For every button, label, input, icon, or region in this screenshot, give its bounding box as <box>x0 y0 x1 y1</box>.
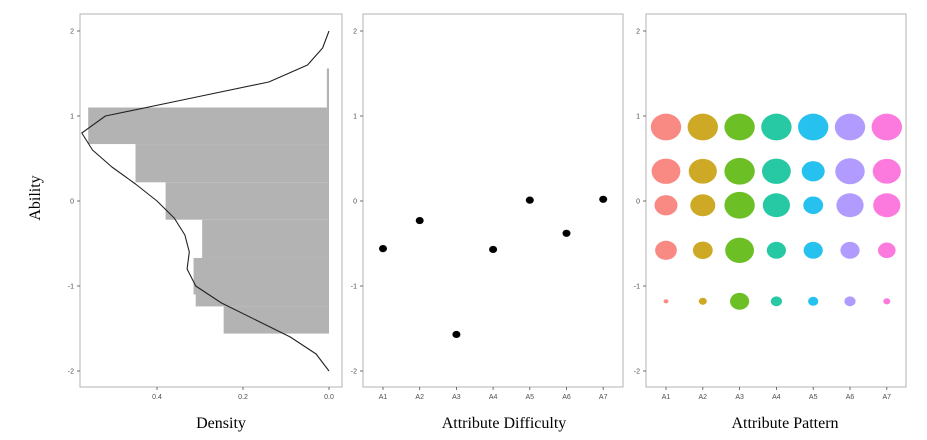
pattern-bubble <box>650 113 682 141</box>
pattern-bubble <box>724 157 755 185</box>
histogram-bar <box>193 257 329 295</box>
pattern-bubble <box>883 298 891 305</box>
y-axis-label: Ability <box>27 175 44 220</box>
x-tick-label: 0.4 <box>152 394 162 401</box>
x-tick-label: A6 <box>846 394 855 401</box>
y-tick-label: -1 <box>351 284 357 291</box>
x-tick-label: A7 <box>883 394 892 401</box>
pattern-bubble <box>770 296 783 307</box>
x-tick-label: A2 <box>699 394 708 401</box>
x-tick-label: A7 <box>599 394 608 401</box>
density-panel: -2 -1 0 1 2 0.4 0.2 0.0 <box>68 13 343 401</box>
density-x-label: Density <box>196 415 246 432</box>
x-tick-label: A3 <box>452 394 461 401</box>
difficulty-x-label: Attribute Difficulty <box>442 415 567 432</box>
y-tick-label: 0 <box>636 199 640 206</box>
pattern-bubble <box>688 158 717 184</box>
difficulty-point <box>452 330 461 339</box>
y-tick-label: 2 <box>353 29 357 36</box>
x-tick-label: A6 <box>562 394 571 401</box>
pattern-bubble <box>871 113 902 141</box>
histogram-bar <box>195 294 329 307</box>
pattern-panel: -2 -1 0 1 2 A1 A2 A3 A4 A5 A6 A7 <box>634 13 907 401</box>
histogram-bar <box>223 306 329 334</box>
x-tick-label: 0.2 <box>238 394 248 401</box>
difficulty-point <box>599 195 608 203</box>
y-tick-label: -2 <box>351 369 357 376</box>
y-tick-label: 1 <box>70 114 74 121</box>
pattern-bubble <box>698 297 707 305</box>
pattern-x-label: Attribute Pattern <box>731 415 838 432</box>
histogram-bar <box>326 68 329 108</box>
pattern-bubble <box>872 158 901 184</box>
x-tick-label: A4 <box>772 394 781 401</box>
x-tick-label: A5 <box>809 394 818 401</box>
difficulty-point <box>379 245 387 253</box>
y-tick-label: 2 <box>70 29 74 36</box>
pattern-bubble <box>808 296 819 306</box>
difficulty-point <box>489 245 498 254</box>
pattern-bubble <box>725 237 754 263</box>
pattern-bubble <box>690 194 716 217</box>
pattern-bubble <box>692 241 713 260</box>
pattern-bubble <box>836 193 864 218</box>
pattern-bubble <box>724 191 755 219</box>
x-tick-label: A1 <box>379 394 388 401</box>
pattern-bubble <box>655 240 677 260</box>
pattern-bubble <box>801 161 825 182</box>
pattern-bubble <box>766 241 787 259</box>
pattern-bubble <box>761 113 792 141</box>
pattern-bubble <box>762 158 791 184</box>
pattern-bubble <box>654 195 678 216</box>
y-tick-label: 1 <box>353 114 357 121</box>
histogram-bar <box>202 219 329 258</box>
pattern-bubble <box>730 292 750 310</box>
pattern-bubble <box>873 193 901 218</box>
pattern-bubble <box>798 113 829 141</box>
pattern-bubble <box>762 193 791 218</box>
y-tick-label: -2 <box>68 369 74 376</box>
pattern-bubble <box>651 158 681 184</box>
pattern-bubble <box>878 242 896 259</box>
pattern-bubble <box>834 113 866 141</box>
y-tick-label: 0 <box>70 199 74 206</box>
pattern-bubble <box>724 113 755 141</box>
panel-border <box>362 13 624 388</box>
y-tick-label: -1 <box>634 284 640 291</box>
histogram-bar <box>135 144 329 183</box>
difficulty-point <box>562 229 571 237</box>
x-tick-label: A4 <box>489 394 498 401</box>
difficulty-point <box>415 216 424 225</box>
panel-border <box>79 13 343 388</box>
pattern-bubble <box>835 158 865 185</box>
x-tick-label: A5 <box>526 394 535 401</box>
pattern-bubble <box>840 241 860 259</box>
pattern-bubble <box>803 196 824 214</box>
x-tick-label: A3 <box>735 394 744 401</box>
y-tick-label: -2 <box>634 369 640 376</box>
histogram-bar <box>88 107 329 145</box>
y-tick-label: 2 <box>636 29 640 36</box>
pattern-bubble <box>844 296 856 307</box>
histogram-bar <box>165 182 329 220</box>
y-tick-label: 1 <box>636 114 640 121</box>
y-tick-label: -1 <box>68 284 74 291</box>
x-tick-label: A1 <box>662 394 671 401</box>
x-tick-label: A2 <box>415 394 424 401</box>
difficulty-point <box>525 196 534 204</box>
pattern-bubble <box>663 299 669 304</box>
y-tick-label: 0 <box>353 199 357 206</box>
difficulty-panel: -2 -1 0 1 2 A1 A2 A3 A4 A5 A6 A7 <box>351 13 624 401</box>
pattern-bubble <box>803 241 823 259</box>
x-tick-label: 0.0 <box>324 394 334 401</box>
pattern-bubble <box>687 113 718 141</box>
density-curve <box>81 30 330 372</box>
